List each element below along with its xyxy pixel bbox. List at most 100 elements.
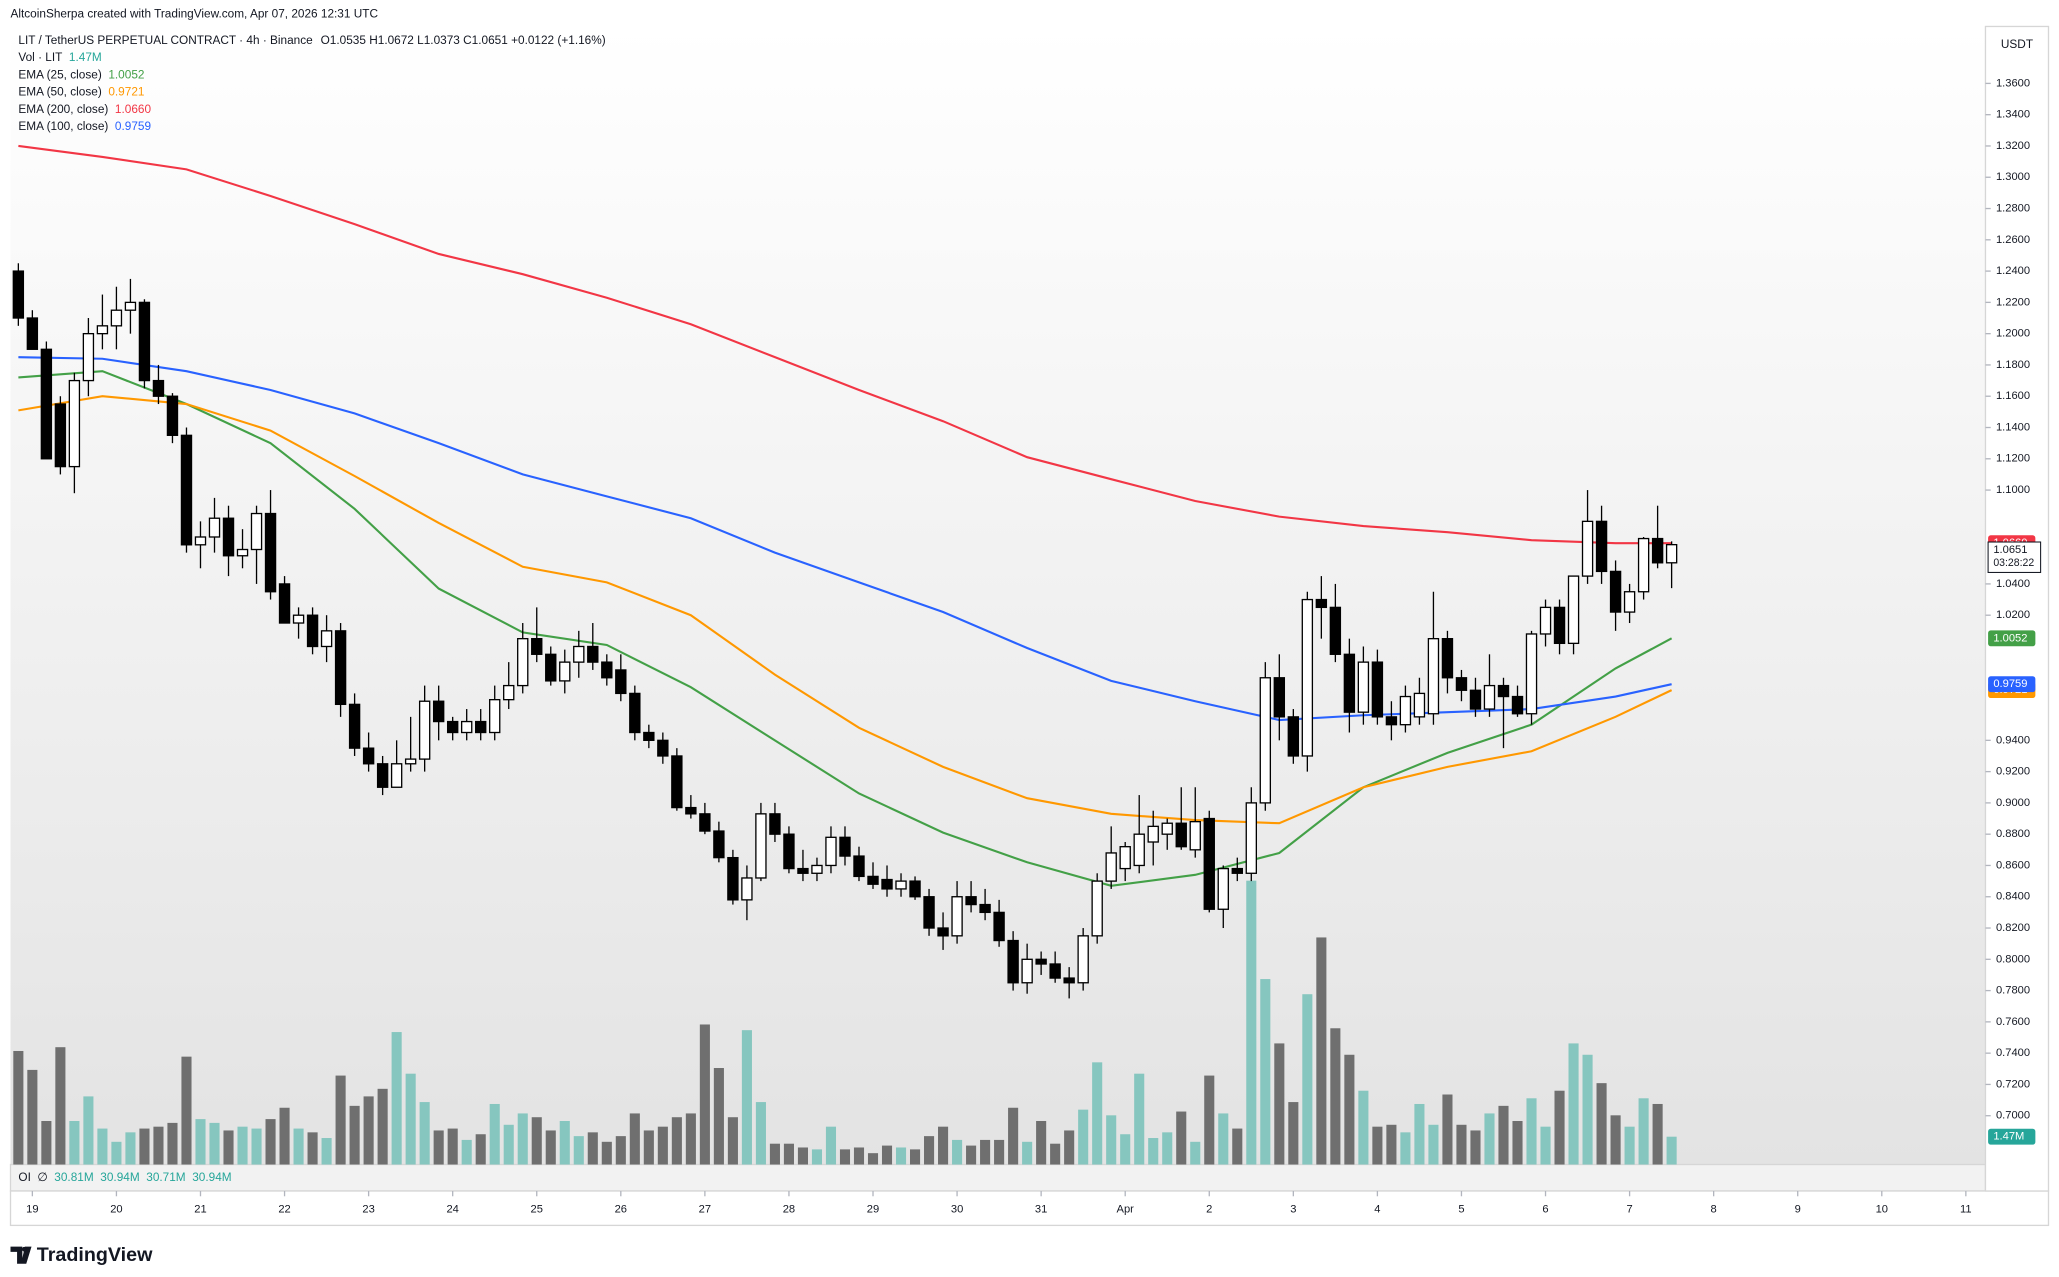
candle-body (1427, 638, 1440, 715)
ema-badge-bg (1988, 630, 2036, 647)
volume-bar (1498, 1105, 1509, 1165)
volume-bar (125, 1132, 136, 1165)
candle-body (1441, 638, 1454, 679)
volume-bar (699, 1024, 710, 1165)
candle-body (1217, 867, 1229, 910)
candle-body (124, 301, 137, 311)
candle-body (1595, 520, 1608, 573)
x-tick-label: Apr (1117, 1203, 1135, 1215)
candle-body (446, 720, 459, 734)
y-tick-label: 1.1600 (1996, 390, 2030, 402)
volume-bar (615, 1136, 626, 1165)
logo: TradingView (10, 1244, 153, 1266)
candle-body (1301, 598, 1314, 757)
candle-body (1483, 684, 1496, 710)
candle-body (643, 731, 655, 741)
candle-body (1385, 716, 1398, 726)
candle-body (292, 614, 305, 624)
volume-bar (27, 1069, 38, 1165)
ema-name: EMA (25, close) (18, 68, 101, 82)
volume-bar (966, 1145, 977, 1165)
volume-bar (895, 1147, 907, 1165)
volume-bar (13, 1050, 24, 1165)
x-tick-label: 6 (1542, 1203, 1548, 1215)
volume-bar (727, 1117, 738, 1165)
y-tick-label: 1.1800 (1996, 359, 2030, 371)
volume-bar (251, 1128, 262, 1165)
candle-body (1623, 591, 1636, 613)
volume-bar (1554, 1090, 1565, 1165)
candle-body (671, 755, 683, 809)
candle-body (531, 638, 543, 655)
volume-bar (1008, 1107, 1019, 1165)
ema-last: 0.9721 (108, 85, 145, 99)
candle-body (657, 739, 669, 757)
volume-bar (321, 1138, 332, 1165)
candle-body (334, 630, 347, 706)
x-tick-label: 22 (278, 1203, 290, 1215)
plot-layer: 1.3600 1.3400 1.3200 1.3000 1.2800 1.2600 1.24… (12, 68, 2042, 1215)
ema-name: EMA (50, close) (18, 85, 101, 99)
x-tick-label: 31 (1035, 1203, 1047, 1215)
candle-body (1021, 958, 1033, 984)
candle-body (432, 700, 445, 723)
candle-body (404, 758, 417, 765)
volume-bar (279, 1107, 290, 1165)
candle-body (867, 875, 879, 885)
plot-bg (10, 26, 1986, 1165)
volume-badge: 1.47M (1993, 1131, 2024, 1143)
volume-bar (657, 1126, 668, 1165)
candle-body (1357, 661, 1370, 713)
volume-bar (391, 1032, 402, 1165)
volume-bar (461, 1139, 472, 1165)
volume-bar (265, 1119, 276, 1165)
volume-bar (601, 1141, 612, 1165)
price-axis (1984, 25, 2050, 1192)
volume-bar (503, 1124, 514, 1165)
x-tick-label: 11 (1960, 1203, 1972, 1215)
candle-body (951, 896, 963, 937)
candle-body (376, 763, 389, 788)
candle-body (166, 395, 179, 436)
candle-body (250, 512, 263, 551)
ema-line (18, 395, 1673, 825)
volume-bar (1190, 1141, 1201, 1165)
y-tick-label: 1.2600 (1996, 234, 2030, 246)
y-tick-label: 0.8600 (1996, 859, 2030, 871)
y-tick-label: 0.9200 (1996, 766, 2030, 778)
symbol: LIT / TetherUS PERPETUAL CONTRACT · 4h ·… (18, 33, 313, 47)
candle-body (138, 301, 151, 382)
volume-bar (713, 1068, 724, 1165)
volume-bar (685, 1113, 696, 1165)
volume-bar (1078, 1109, 1089, 1165)
volume-bar (97, 1128, 108, 1165)
time-axis (9, 1190, 2050, 1227)
oi-value: 30.71M (146, 1170, 185, 1184)
candle-body (587, 645, 599, 663)
candle-body (1343, 653, 1356, 713)
volume-bar (938, 1126, 949, 1165)
volume-bar (1428, 1124, 1439, 1165)
volume-bar (811, 1149, 823, 1165)
volume-bar (1386, 1124, 1397, 1165)
volume-bar (1568, 1043, 1579, 1165)
candle-body (418, 700, 431, 760)
ema-legend: EMA (100, close) 0.9759 (18, 119, 151, 133)
volume-bar (223, 1130, 234, 1165)
candle-body (1651, 537, 1664, 564)
volume-bar (1092, 1062, 1103, 1165)
oi-label: OI (18, 1170, 30, 1184)
candle-body (1567, 575, 1580, 645)
x-tick-label: 8 (1711, 1203, 1717, 1215)
countdown: 03:28:22 (1993, 557, 2034, 569)
candle-body (741, 877, 753, 901)
candle-body (923, 896, 935, 929)
candle-body (320, 630, 333, 648)
candle-body (180, 434, 193, 546)
volume-bar (307, 1132, 318, 1165)
candle-body (278, 583, 291, 624)
ema-last: 1.0660 (115, 102, 152, 116)
x-tick-label: 3 (1290, 1203, 1296, 1215)
volume-bar (1582, 1054, 1593, 1165)
volume-bar (867, 1153, 879, 1165)
